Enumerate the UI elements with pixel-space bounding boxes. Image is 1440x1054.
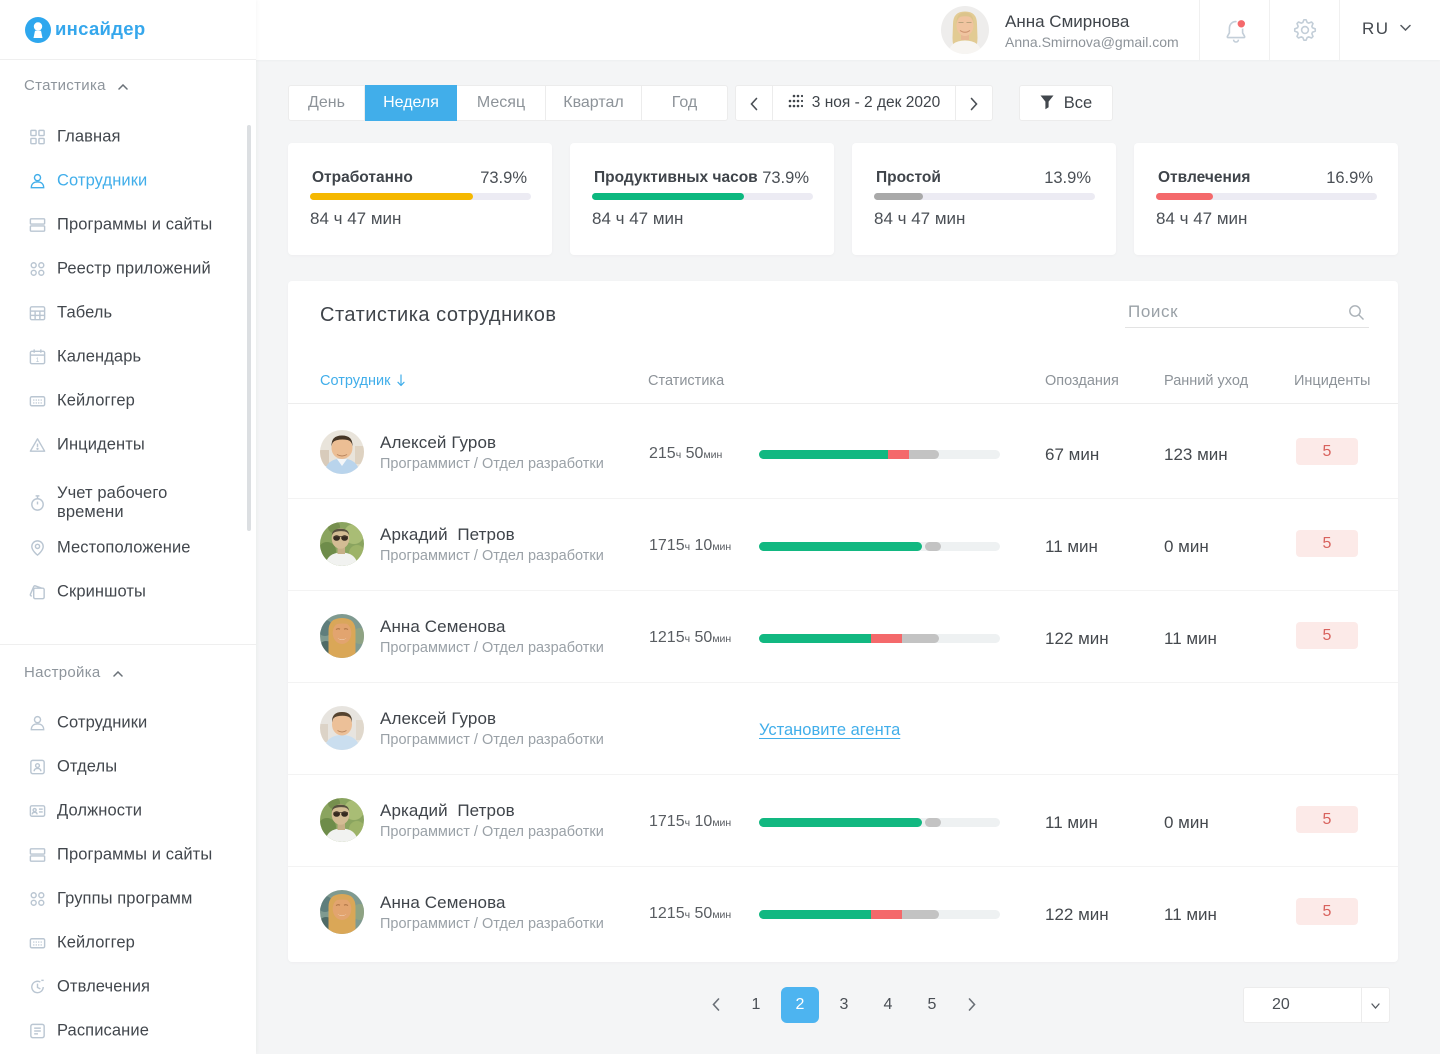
svg-text:1: 1 [36,357,40,364]
